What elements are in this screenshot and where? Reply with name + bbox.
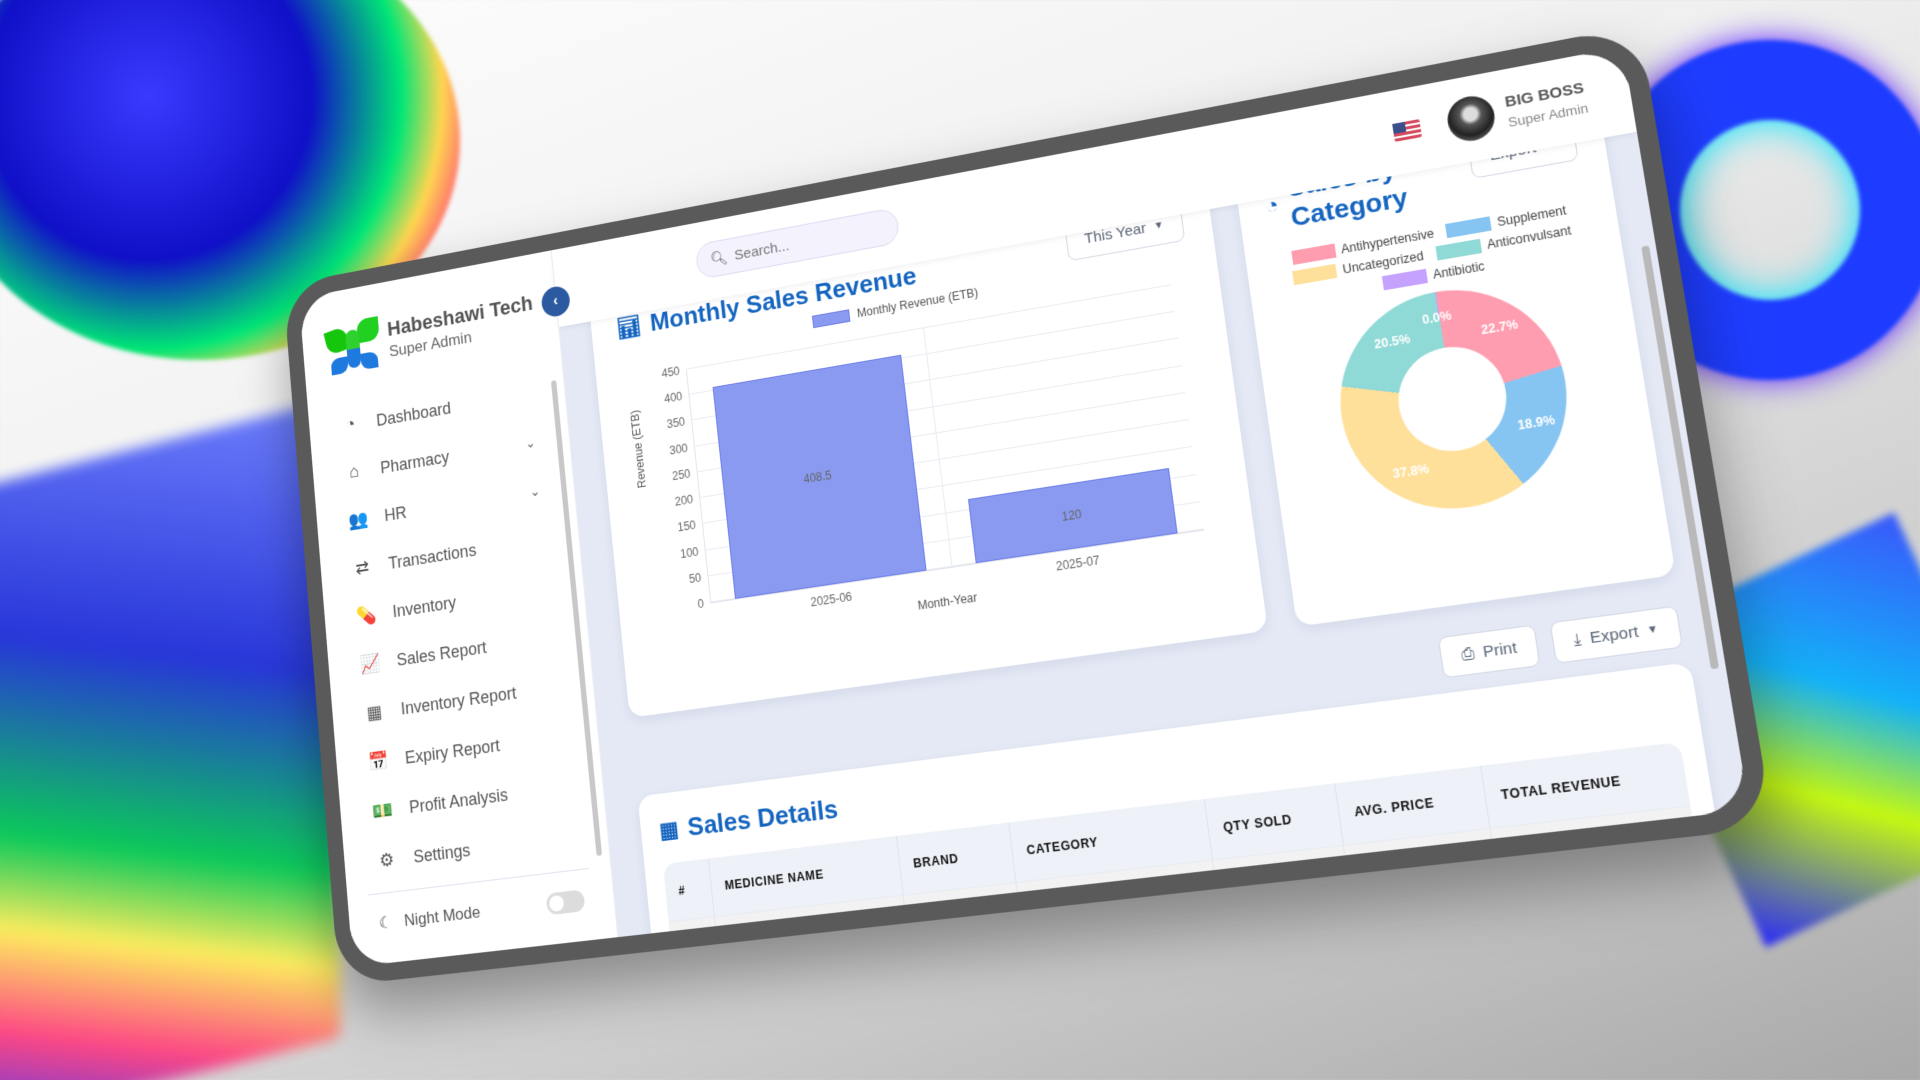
- y-axis-label: Revenue (ETB): [628, 409, 649, 489]
- x-tick: 2025-07: [1055, 553, 1101, 574]
- main-area: 🔍︎ BIG BOSS Super Admin: [551, 46, 1750, 938]
- caret-down-icon: ▼: [1646, 623, 1660, 637]
- sidebar-nav: ◔ Dashboard ⌂ Pharmacy ⌄ 👥 HR ⌄ ⇄ Transactions 💊 In…: [307, 355, 610, 897]
- search-box[interactable]: 🔍︎: [694, 206, 901, 280]
- y-tick: 300: [668, 440, 689, 458]
- search-icon: 🔍︎: [709, 249, 729, 269]
- bar-2025-06[interactable]: 408.5: [712, 354, 927, 599]
- money-icon: 💵: [371, 800, 394, 823]
- sidebar-item-label: Profit Analysis: [408, 784, 509, 817]
- pills-icon: 💊: [355, 605, 378, 628]
- y-tick: 350: [666, 415, 686, 432]
- us-flag-icon[interactable]: [1391, 119, 1422, 142]
- chevron-down-icon[interactable]: ⌄: [524, 434, 537, 451]
- bar-2025-07[interactable]: 120: [967, 467, 1179, 564]
- table-cell: Antihypertensive: [1024, 925, 1231, 938]
- bar-chart-icon: 📊︎: [615, 312, 643, 341]
- app-screen: Habeshawi Tech Super Admin ‹ ◔ Dashboard ⌂…: [298, 46, 1750, 967]
- table-cell: 120.00: [1500, 874, 1714, 938]
- y-tick: 450: [660, 364, 681, 381]
- boxes-icon: ▦: [365, 701, 383, 724]
- night-mode-label: Night Mode: [403, 902, 482, 930]
- caret-down-icon: ▼: [1153, 219, 1165, 233]
- y-tick: 0: [697, 596, 705, 612]
- x-axis-label: Month-Year: [916, 590, 979, 613]
- moon-icon: ☾: [378, 913, 393, 933]
- x-tick: 2025-06: [809, 589, 853, 610]
- sidebar-item-label: Transactions: [387, 540, 477, 573]
- slice-label: 18.9%: [1516, 412, 1556, 433]
- slice-label: 0.0%: [1421, 308, 1453, 328]
- users-icon: 👥: [347, 509, 370, 532]
- slice-label: 37.8%: [1391, 461, 1430, 482]
- y-tick: 150: [676, 518, 697, 535]
- night-mode-toggle[interactable]: [545, 889, 586, 916]
- user-menu[interactable]: BIG BOSS Super Admin: [1444, 75, 1590, 145]
- sidebar-item-label: HR: [383, 502, 408, 525]
- sidebar-item-label: Dashboard: [375, 398, 452, 430]
- search-input[interactable]: [733, 221, 874, 264]
- calendar-x-icon: 📅: [367, 750, 390, 774]
- sidebar-item-label: Inventory Report: [400, 682, 518, 718]
- y-tick: 200: [674, 492, 694, 509]
- category-donut-chart: 22.7% 18.9% 37.8% 20.5% 0.0%: [1326, 273, 1583, 524]
- sidebar-item-label: Inventory: [391, 592, 457, 621]
- exchange-icon: ⇄: [354, 557, 370, 579]
- table-cell: 12.00: [1353, 896, 1512, 938]
- chevron-down-icon[interactable]: ⌄: [529, 482, 541, 499]
- sidebar-item-label: Settings: [412, 839, 471, 867]
- y-tick: 400: [663, 389, 683, 406]
- sales-by-category-card: ◔ Sales by Category Export ▼ Antihyperte…: [1232, 131, 1676, 627]
- details-export-button[interactable]: ⤓ Export ▼: [1549, 605, 1684, 664]
- table-cell: 10: [1212, 844, 1354, 926]
- y-tick: 100: [679, 544, 700, 561]
- sidebar-item-label: Sales Report: [395, 637, 488, 670]
- decorative-cube: [0, 397, 340, 1080]
- table-cell: 10: [1221, 911, 1363, 938]
- store-icon: ⌂: [348, 461, 360, 483]
- tablet-frame: Habeshawi Tech Super Admin ‹ ◔ Dashboard ⌂…: [282, 24, 1774, 987]
- y-tick: 250: [671, 466, 691, 483]
- print-button[interactable]: ⎙ Print: [1437, 624, 1541, 679]
- y-tick: 50: [688, 570, 702, 586]
- slice-label: 20.5%: [1373, 332, 1412, 353]
- slice-label: 22.7%: [1480, 317, 1520, 338]
- avatar: [1444, 92, 1498, 145]
- line-chart-icon: 📈: [359, 653, 382, 676]
- column-header[interactable]: #: [662, 858, 715, 922]
- gauge-icon: ◔: [344, 414, 356, 436]
- gear-icon: ⚙: [378, 849, 395, 872]
- download-icon: ⤓: [1572, 630, 1583, 650]
- table-icon: ▦: [658, 815, 680, 843]
- logo-icon: [323, 316, 382, 376]
- sidebar-item-label: Expiry Report: [404, 735, 501, 768]
- sidebar-item-label: Pharmacy: [379, 446, 450, 477]
- chevron-left-icon: ‹: [552, 292, 559, 310]
- printer-icon: ⎙: [1460, 644, 1476, 665]
